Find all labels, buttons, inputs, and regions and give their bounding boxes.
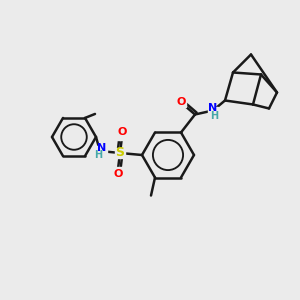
Bar xyxy=(113,167,123,176)
Bar xyxy=(95,146,107,154)
Text: S: S xyxy=(116,146,124,160)
Text: O: O xyxy=(117,127,127,137)
Bar xyxy=(208,107,218,116)
Bar xyxy=(117,130,127,140)
Text: H: H xyxy=(94,150,102,160)
Text: O: O xyxy=(176,98,186,107)
Bar xyxy=(115,148,125,158)
Text: N: N xyxy=(208,103,217,113)
Text: H: H xyxy=(210,112,218,122)
Text: O: O xyxy=(113,169,123,179)
Text: N: N xyxy=(98,143,106,153)
Bar xyxy=(176,98,186,107)
